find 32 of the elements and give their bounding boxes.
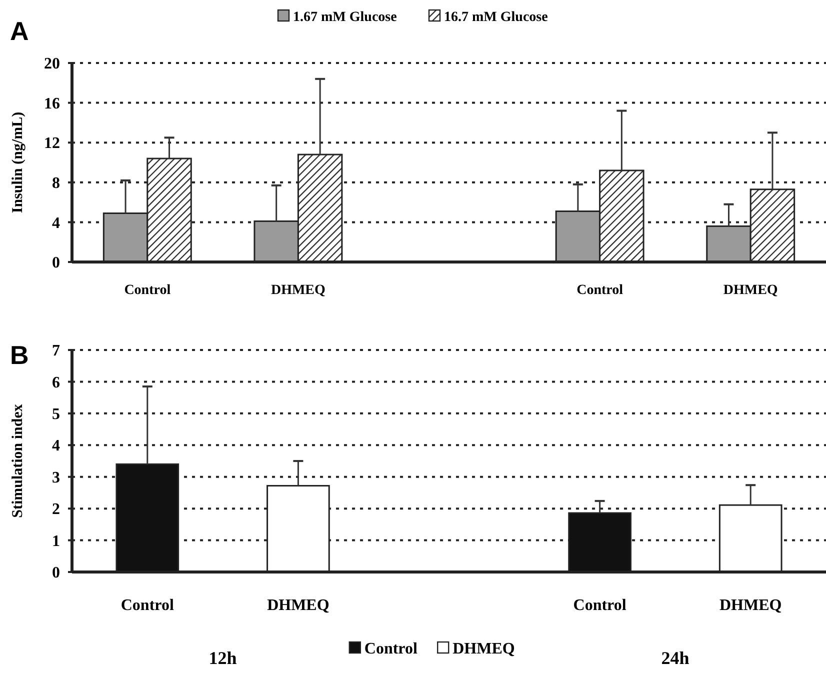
- legend-label: 1.67 mM Glucose: [293, 10, 397, 25]
- y-tick-label: 16: [44, 95, 60, 112]
- x-tick-label: DHMEQ: [723, 283, 778, 298]
- x-tick-label: Control: [576, 283, 624, 298]
- y-tick-label: 3: [52, 469, 60, 486]
- y-tick-label: 7: [52, 342, 60, 360]
- y-axis-title: Stimulation index: [10, 404, 26, 518]
- y-tick-label: 8: [52, 175, 60, 192]
- y-tick-label: 1: [52, 532, 60, 550]
- x-tick-label: Control: [120, 597, 174, 614]
- y-tick-label: 4: [52, 438, 60, 455]
- legend-label: Control: [364, 640, 418, 658]
- y-tick-label: 4: [52, 214, 60, 232]
- y-tick-label: 6: [52, 374, 60, 392]
- x-tick-label: Control: [573, 597, 627, 614]
- legend-label: 16.7 mM Glucose: [444, 10, 548, 25]
- legend-label: DHMEQ: [452, 640, 515, 658]
- text: 12h: [208, 648, 237, 668]
- y-axis-title: Insulin (ng/mL): [10, 112, 26, 214]
- text: 24h: [661, 648, 690, 668]
- y-tick-label: 2: [52, 501, 60, 518]
- y-tick-label: 20: [44, 56, 60, 73]
- x-tick-label: Control: [124, 283, 171, 298]
- text: B: [10, 340, 29, 370]
- y-tick-label: 5: [52, 406, 60, 424]
- x-tick-label: DHMEQ: [270, 283, 326, 298]
- y-tick-label: 0: [52, 254, 60, 272]
- y-tick-label: 12: [44, 135, 60, 152]
- x-tick-label: DHMEQ: [267, 597, 330, 614]
- text: A: [10, 16, 29, 46]
- y-tick-label: 0: [52, 564, 60, 582]
- x-tick-label: DHMEQ: [719, 597, 782, 614]
